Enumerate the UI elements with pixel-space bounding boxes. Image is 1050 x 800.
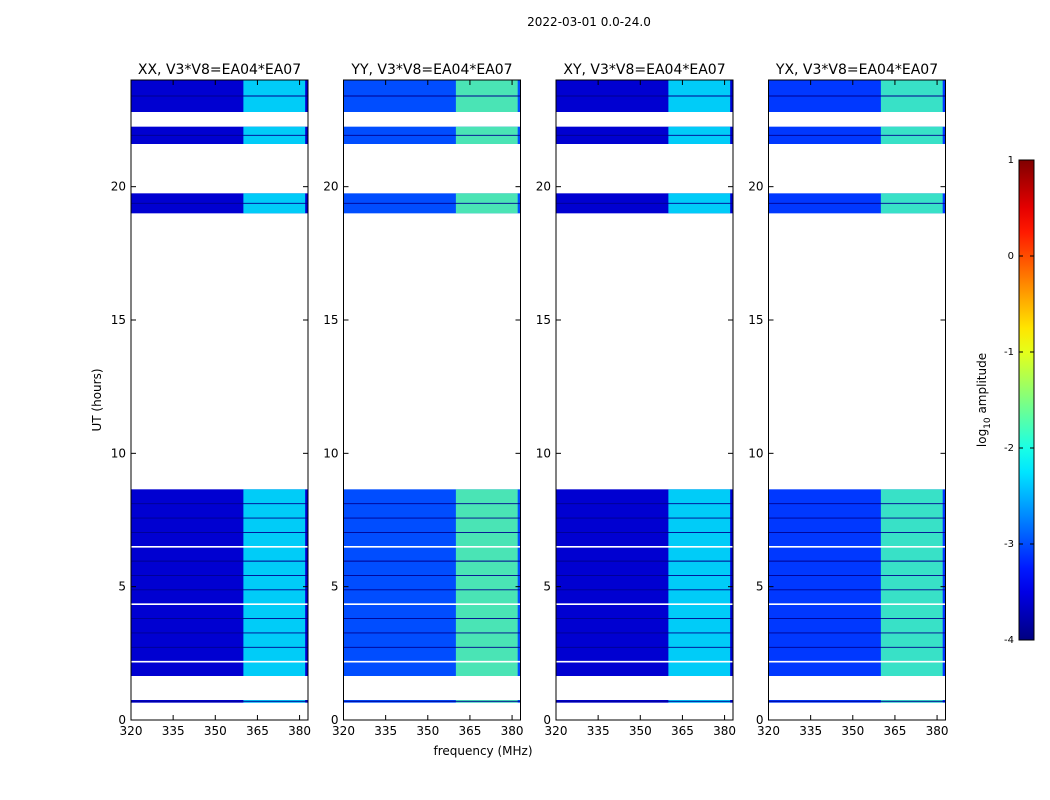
x-tick-label: 380 [713,724,736,738]
y-tick-label: 15 [323,313,338,327]
x-tick-label: 350 [841,724,864,738]
y-tick-label: 15 [748,313,763,327]
x-tick-label: 335 [587,724,610,738]
colorbar-tick-label: 1 [1008,155,1014,166]
x-axis-label: frequency (MHz) [433,744,532,758]
panel-title: XY, V3*V8=EA04*EA07 [563,62,725,78]
y-tick-label: 5 [331,580,339,594]
colorbar-tick-label: 0 [1008,251,1014,262]
colorbar-label: log10 amplitude [975,353,993,447]
x-tick-label: 320 [120,724,143,738]
colorbar-tick-label: -1 [1004,347,1014,358]
panel-frame [768,79,946,721]
colorbar: 1 0 -1 -2 -3 -4 log10 amplitude [975,155,1035,646]
panel-frame [130,79,309,721]
x-tick-label: 380 [926,724,949,738]
y-tick-label: 10 [536,446,551,460]
panel-0: XX, V3*V8=EA04*EA07 320 335 350 365 380 0 5 10 15… [111,62,311,738]
panel-1: YY, V3*V8=EA04*EA07 320 335 350 365 380 0 5 10 15… [323,62,523,738]
y-tick-label: 20 [536,180,551,194]
y-tick-label: 5 [543,580,551,594]
x-tick-label: 335 [374,724,397,738]
colorbar-bar [1018,159,1035,641]
y-tick-label: 15 [536,313,551,327]
x-tick-label: 320 [332,724,355,738]
y-tick-label: 0 [756,713,764,727]
x-tick-label: 335 [799,724,822,738]
x-tick-label: 320 [757,724,780,738]
y-tick-label: 5 [756,580,764,594]
panel-frame [555,79,734,721]
panel-title: XX, V3*V8=EA04*EA07 [138,62,301,78]
colorbar-tick-label: -4 [1004,635,1014,646]
y-tick-label: 0 [331,713,339,727]
y-tick-label: 10 [323,446,338,460]
colorbar-tick-label: -3 [1004,539,1014,550]
x-tick-label: 320 [545,724,568,738]
y-tick-label: 10 [111,446,126,460]
rfi-band [880,489,943,676]
figure-suptitle: 2022-03-01 0.0-24.0 [527,15,651,29]
x-tick-label: 365 [458,724,481,738]
y-tick-label: 15 [111,313,126,327]
panel-frame [343,79,521,721]
x-tick-label: 365 [671,724,694,738]
y-tick-label: 20 [111,180,126,194]
colorbar-tick-label: -2 [1004,443,1014,454]
y-tick-label: 20 [748,180,763,194]
x-tick-label: 335 [162,724,185,738]
x-tick-label: 350 [629,724,652,738]
y-tick-label: 10 [748,446,763,460]
rfi-band [455,489,518,676]
x-tick-label: 350 [204,724,227,738]
panels-group: XX, V3*V8=EA04*EA07 320 335 350 365 380 0 5 10 15… [111,62,949,738]
x-tick-label: 350 [416,724,439,738]
y-tick-label: 20 [323,180,338,194]
y-tick-label: 5 [118,580,126,594]
panel-3: YX, V3*V8=EA04*EA07 320 335 350 365 380 0 5 10 15… [748,62,948,738]
y-axis-label: UT (hours) [90,368,104,431]
x-tick-label: 365 [883,724,906,738]
rfi-band [243,489,306,676]
x-tick-label: 380 [288,724,311,738]
x-tick-label: 380 [501,724,524,738]
panel-2: XY, V3*V8=EA04*EA07 320 335 350 365 380 0 5 10 15… [536,62,736,738]
y-tick-label: 0 [543,713,551,727]
panel-title: YY, V3*V8=EA04*EA07 [350,62,512,78]
y-tick-label: 0 [118,713,126,727]
rfi-band [668,489,731,676]
x-tick-label: 365 [246,724,269,738]
panel-title: YX, V3*V8=EA04*EA07 [775,62,938,78]
